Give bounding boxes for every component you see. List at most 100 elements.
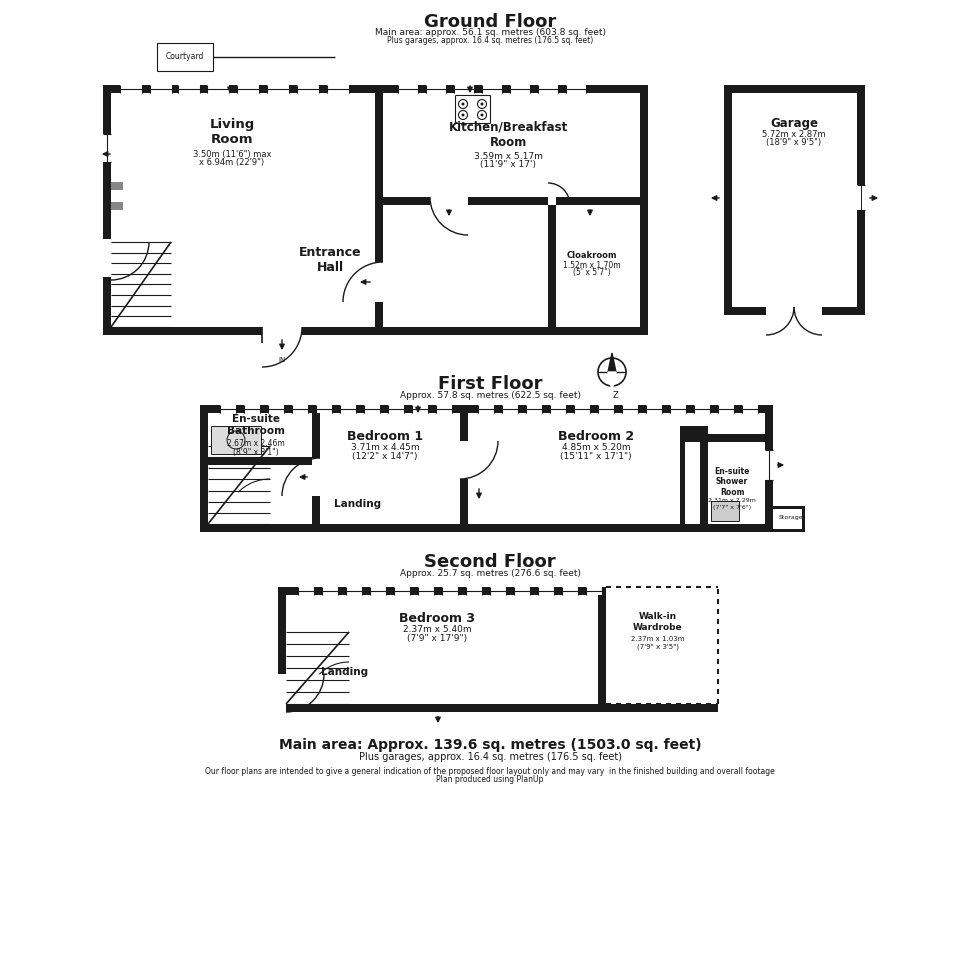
Text: First Floor: First Floor xyxy=(438,375,542,393)
Bar xyxy=(327,85,349,93)
Bar xyxy=(370,587,386,595)
Bar xyxy=(442,587,458,595)
Bar xyxy=(312,458,320,496)
Bar xyxy=(460,405,468,532)
Bar xyxy=(297,85,319,93)
Bar xyxy=(394,587,410,595)
Text: 4.85m x 5.20m: 4.85m x 5.20m xyxy=(562,444,630,453)
Text: (5' x 5'7"): (5' x 5'7") xyxy=(573,268,611,276)
Text: 2.37m x 5.40m: 2.37m x 5.40m xyxy=(403,625,471,634)
Bar xyxy=(103,85,111,335)
Bar xyxy=(708,442,758,524)
Bar xyxy=(120,85,142,93)
Text: Approx. 57.8 sq. metres (622.5 sq. feet): Approx. 57.8 sq. metres (622.5 sq. feet) xyxy=(400,390,580,400)
Bar xyxy=(766,307,822,315)
Bar xyxy=(375,262,383,302)
Bar xyxy=(200,405,208,532)
Circle shape xyxy=(480,103,483,106)
Bar xyxy=(802,506,805,532)
Text: Plus garages, approx. 16.4 sq. metres (176.5 sq. feet): Plus garages, approx. 16.4 sq. metres (1… xyxy=(387,36,593,45)
Text: En-suite
Bathroom: En-suite Bathroom xyxy=(227,415,285,436)
Bar xyxy=(742,405,758,413)
Text: Ground Floor: Ground Floor xyxy=(424,13,556,31)
Bar xyxy=(426,85,446,93)
Bar xyxy=(268,405,284,413)
Bar xyxy=(700,434,765,442)
Bar xyxy=(200,405,773,413)
Bar xyxy=(207,85,229,93)
Bar xyxy=(586,587,602,595)
Bar xyxy=(200,524,773,532)
Bar xyxy=(103,327,648,335)
Text: Entrance
Hall: Entrance Hall xyxy=(299,246,362,274)
Bar xyxy=(220,405,236,413)
Bar xyxy=(455,95,490,123)
Bar xyxy=(680,426,708,442)
Bar xyxy=(418,587,434,595)
Text: Our floor plans are intended to give a general indication of the proposed floor : Our floor plans are intended to give a g… xyxy=(205,767,775,776)
Text: Storage: Storage xyxy=(779,514,804,519)
Text: 3.50m (11'6") max: 3.50m (11'6") max xyxy=(193,151,271,160)
Bar xyxy=(550,405,566,413)
Bar xyxy=(482,85,502,93)
Text: (7'9" x 3'5"): (7'9" x 3'5") xyxy=(637,644,679,651)
Bar xyxy=(237,85,259,93)
Bar xyxy=(566,85,586,93)
Bar xyxy=(454,85,474,93)
Text: Second Floor: Second Floor xyxy=(424,553,556,571)
Bar xyxy=(765,529,805,532)
Bar xyxy=(111,202,123,210)
Text: IN: IN xyxy=(278,357,285,363)
Bar xyxy=(211,426,261,454)
Bar xyxy=(244,405,260,413)
Text: (15'11" x 17'1"): (15'11" x 17'1") xyxy=(561,452,632,461)
Bar xyxy=(278,704,718,712)
Bar xyxy=(685,442,700,524)
Circle shape xyxy=(462,103,465,106)
Text: Main area: Approx. 139.6 sq. metres (1503.0 sq. feet): Main area: Approx. 139.6 sq. metres (150… xyxy=(278,738,702,752)
Text: Bedroom 3: Bedroom 3 xyxy=(399,612,475,624)
Polygon shape xyxy=(608,353,616,372)
Circle shape xyxy=(462,114,465,117)
Bar xyxy=(502,405,518,413)
Text: Approx. 25.7 sq. metres (276.6 sq. feet): Approx. 25.7 sq. metres (276.6 sq. feet) xyxy=(400,568,580,577)
Bar xyxy=(278,587,286,712)
Bar xyxy=(724,85,865,93)
Text: (11'9" x 17'): (11'9" x 17') xyxy=(480,161,536,170)
Bar xyxy=(292,405,308,413)
Text: En-suite
Shower
Room: En-suite Shower Room xyxy=(714,467,750,497)
Bar xyxy=(526,405,542,413)
Bar xyxy=(548,205,556,327)
Bar xyxy=(680,434,696,532)
Bar xyxy=(278,587,606,595)
Bar xyxy=(436,405,452,413)
Text: Plus garages, approx. 16.4 sq. metres (176.5 sq. feet): Plus garages, approx. 16.4 sq. metres (1… xyxy=(359,752,621,762)
Bar xyxy=(490,587,506,595)
Text: (12'2" x 14'7"): (12'2" x 14'7") xyxy=(352,452,417,461)
Bar xyxy=(430,197,468,205)
Text: (7'7" x 7'6"): (7'7" x 7'6") xyxy=(712,505,751,510)
Bar xyxy=(694,405,710,413)
Bar xyxy=(322,587,338,595)
Polygon shape xyxy=(608,372,616,391)
Bar xyxy=(375,197,640,205)
Bar xyxy=(598,587,606,712)
Bar xyxy=(724,307,865,315)
Bar xyxy=(574,405,590,413)
Bar xyxy=(340,405,356,413)
Bar xyxy=(640,85,648,335)
Bar xyxy=(857,185,865,210)
Bar xyxy=(375,85,383,335)
Text: Walk-in
Wardrobe: Walk-in Wardrobe xyxy=(633,612,683,632)
Bar xyxy=(765,450,773,480)
Bar xyxy=(267,85,289,93)
Text: Main area: approx. 56.1 sq. metres (603.8 sq. feet): Main area: approx. 56.1 sq. metres (603.… xyxy=(374,28,606,37)
Bar xyxy=(670,405,686,413)
Bar xyxy=(278,674,286,712)
Bar xyxy=(103,134,111,162)
Text: (8'9" x 8'1"): (8'9" x 8'1") xyxy=(233,448,279,457)
Text: 3.71m x 4.45m: 3.71m x 4.45m xyxy=(351,444,419,453)
Text: Cloakroom: Cloakroom xyxy=(566,251,617,260)
Bar xyxy=(765,405,773,532)
Bar xyxy=(538,85,558,93)
